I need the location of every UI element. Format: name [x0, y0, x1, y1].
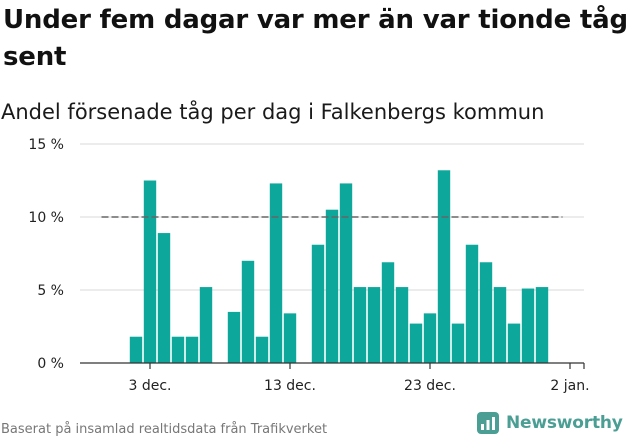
bar [143, 180, 157, 363]
bar [353, 287, 367, 363]
bar [199, 287, 213, 363]
bar [339, 183, 353, 363]
bar [451, 323, 465, 363]
source-note: Baserat på insamlad realtidsdata från Tr… [1, 422, 328, 437]
brand-name: Newsworthy [506, 413, 623, 433]
bar [479, 262, 493, 363]
chart-subtitle: Andel försenade tåg per dag i Falkenberg… [1, 100, 545, 124]
bar [381, 262, 395, 363]
bar [241, 260, 255, 363]
y-tick-label: 10 % [28, 210, 64, 226]
bar [437, 170, 451, 363]
bar [409, 323, 423, 363]
x-tick-label: 3 dec. [128, 378, 171, 394]
bar [493, 287, 507, 363]
chart-title: Under fem dagar var mer än var tionde tå… [3, 5, 628, 72]
x-axis [80, 362, 585, 369]
x-axis-labels: 3 dec. 13 dec. 23 dec. 2 jan. [128, 378, 589, 394]
y-tick-label: 15 % [28, 137, 64, 153]
bar [311, 244, 325, 363]
bar [255, 336, 269, 363]
y-axis-labels: 0 % 5 % 10 % 15 % [28, 137, 64, 372]
bars [129, 170, 549, 363]
bar [269, 183, 283, 363]
bar [157, 233, 171, 363]
bar [395, 287, 409, 363]
bar [521, 288, 535, 363]
bar [465, 244, 479, 363]
y-tick-label: 5 % [37, 283, 64, 299]
bar [535, 287, 549, 363]
bar-chart-logo-icon [477, 412, 499, 434]
bar [283, 313, 297, 363]
x-tick-label: 13 dec. [264, 378, 316, 394]
bar [227, 311, 241, 363]
y-tick-label: 0 % [37, 356, 64, 372]
bar [171, 336, 185, 363]
x-tick-label: 23 dec. [404, 378, 456, 394]
bar [507, 323, 521, 363]
newsworthy-logo: Newsworthy [476, 409, 623, 437]
bar [367, 287, 381, 363]
x-tick-label: 2 jan. [550, 378, 589, 394]
bar [325, 209, 339, 363]
bar-chart: 0 % 5 % 10 % 15 % 3 dec. 13 dec. 23 dec. 2 jan… [28, 137, 589, 394]
bar [423, 313, 437, 363]
bar [129, 336, 143, 363]
bar [185, 336, 199, 363]
